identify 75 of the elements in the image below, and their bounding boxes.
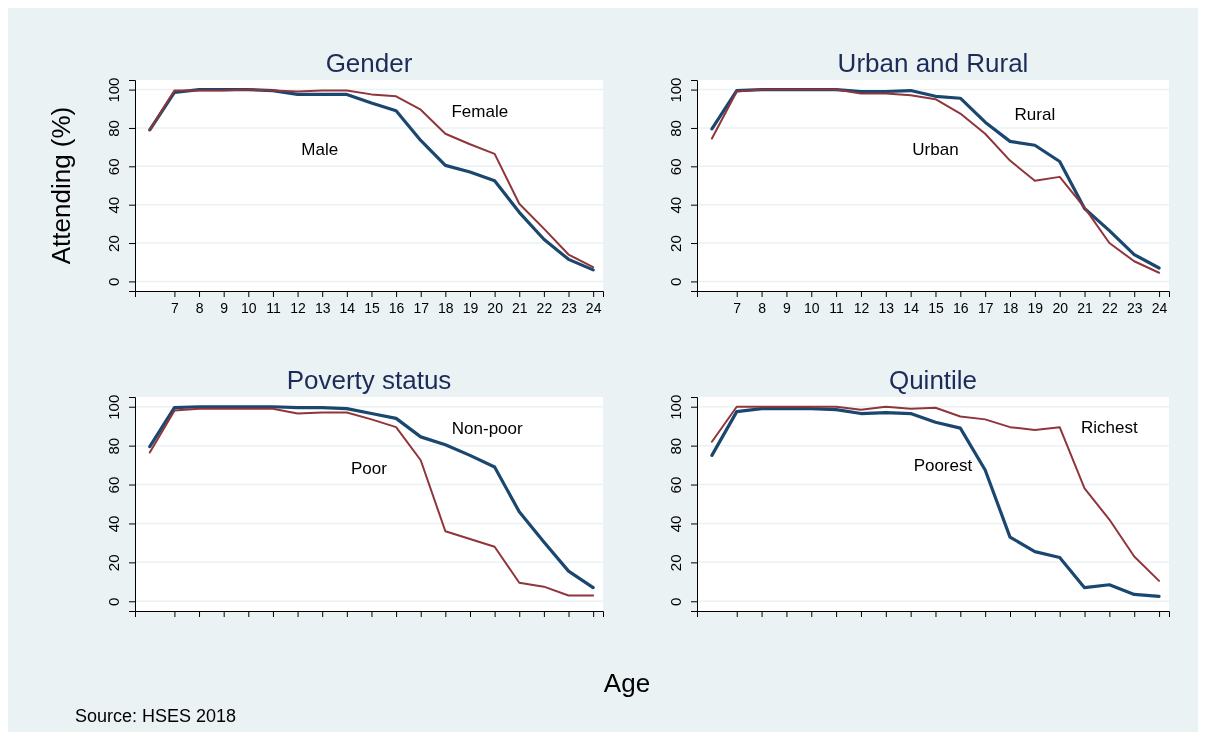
x-tick-label: 17: [413, 299, 430, 316]
y-axis-title: Attending (%): [46, 106, 76, 265]
y-tick-label: 60: [667, 158, 684, 176]
series-label: Poor: [351, 458, 388, 478]
series-label: Richest: [1081, 417, 1138, 437]
x-tick-label: 7: [733, 299, 742, 316]
x-tick-label: 23: [1126, 299, 1143, 316]
x-tick-label: 14: [903, 299, 920, 316]
y-tick-label: 80: [105, 120, 122, 137]
x-tick-label: 7: [171, 299, 180, 316]
y-tick-label: 100: [667, 77, 684, 103]
x-tick-label: 11: [829, 299, 845, 316]
text: Male: [301, 140, 339, 160]
source-note: Source: HSES 2018: [75, 706, 237, 726]
y-tick-label: 40: [105, 515, 122, 533]
x-tick-label: 13: [314, 299, 331, 316]
x-tick-label: 12: [853, 299, 870, 316]
series-label: Poorest: [913, 456, 973, 476]
x-tick-label: 18: [1002, 299, 1019, 316]
x-tick-label: 24: [585, 299, 602, 316]
y-tick-label: 60: [105, 476, 122, 494]
chart-title: Urban and Rural: [837, 48, 1029, 78]
x-tick-label: 22: [1102, 299, 1118, 316]
chart-title: Poverty status: [286, 365, 452, 395]
x-tick-label: 22: [536, 299, 553, 316]
y-tick-label: 0: [667, 277, 684, 287]
x-tick-label: 15: [364, 299, 380, 316]
x-tick-label: 9: [220, 299, 229, 316]
y-tick-label: 80: [105, 437, 122, 455]
x-tick-label: 20: [487, 299, 504, 316]
x-tick-label: 16: [953, 299, 969, 316]
x-tick-label: 17: [977, 299, 994, 316]
series-label: Urban: [912, 140, 959, 160]
y-tick-label: 100: [105, 77, 122, 103]
y-tick-label: 40: [105, 196, 122, 214]
y-tick-label: 20: [667, 554, 684, 572]
y-tick-label: 100: [667, 394, 684, 420]
y-tick-label: 40: [667, 196, 684, 214]
x-tick-label: 8: [758, 299, 767, 316]
x-tick-label: 12: [290, 299, 307, 316]
y-tick-label: 100: [105, 394, 122, 420]
x-tick-label: 21: [1077, 299, 1094, 316]
x-tick-label: 14: [339, 299, 356, 316]
x-tick-label: 9: [783, 299, 792, 316]
y-tick-label: 80: [667, 120, 684, 137]
y-tick-label: 0: [105, 597, 122, 606]
x-tick-label: 20: [1052, 299, 1069, 316]
chart-title: Gender: [325, 48, 413, 78]
y-tick-label: 0: [105, 277, 122, 287]
y-tick-label: 40: [667, 515, 684, 533]
y-tick-label: 0: [667, 597, 684, 606]
x-tick-label: 23: [561, 299, 578, 316]
x-tick-label: 8: [195, 299, 204, 316]
y-tick-label: 20: [105, 554, 122, 572]
series-label: Non-poor: [451, 419, 524, 439]
series-label: Female: [451, 101, 509, 121]
x-tick-label: 19: [1027, 299, 1044, 316]
x-tick-label: 15: [928, 299, 944, 316]
chart-title: Quintile: [888, 365, 978, 395]
x-tick-label: 19: [462, 299, 479, 316]
y-tick-label: 20: [105, 235, 122, 252]
x-tick-label: 16: [388, 299, 405, 316]
y-tick-label: 60: [667, 476, 684, 494]
series-label: Rural: [1014, 105, 1056, 125]
x-axis-title: Age: [603, 668, 651, 698]
x-tick-label: 11: [266, 299, 281, 316]
y-tick-label: 20: [667, 235, 684, 252]
y-tick-label: 60: [105, 158, 122, 176]
x-tick-label: 21: [511, 299, 528, 316]
x-tick-label: 10: [803, 299, 820, 316]
x-tick-label: 24: [1151, 299, 1168, 316]
x-tick-label: 18: [438, 299, 454, 316]
x-tick-label: 13: [878, 299, 895, 316]
y-tick-label: 80: [667, 437, 684, 455]
x-tick-label: 10: [241, 299, 257, 316]
